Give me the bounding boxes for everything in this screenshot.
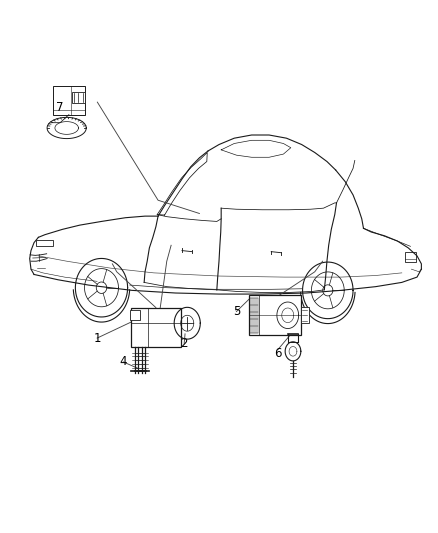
Text: 2: 2: [180, 337, 188, 350]
Bar: [53, 86, 85, 115]
Bar: [249, 295, 301, 335]
Bar: [72, 92, 85, 103]
Bar: [130, 310, 140, 319]
Bar: [301, 308, 309, 323]
Text: 6: 6: [274, 348, 282, 360]
Text: 1: 1: [93, 332, 101, 344]
Text: 5: 5: [233, 305, 240, 318]
Text: 4: 4: [120, 356, 127, 368]
Text: 7: 7: [57, 101, 64, 114]
Bar: [405, 252, 416, 262]
Bar: [36, 240, 53, 246]
Bar: [131, 308, 181, 348]
